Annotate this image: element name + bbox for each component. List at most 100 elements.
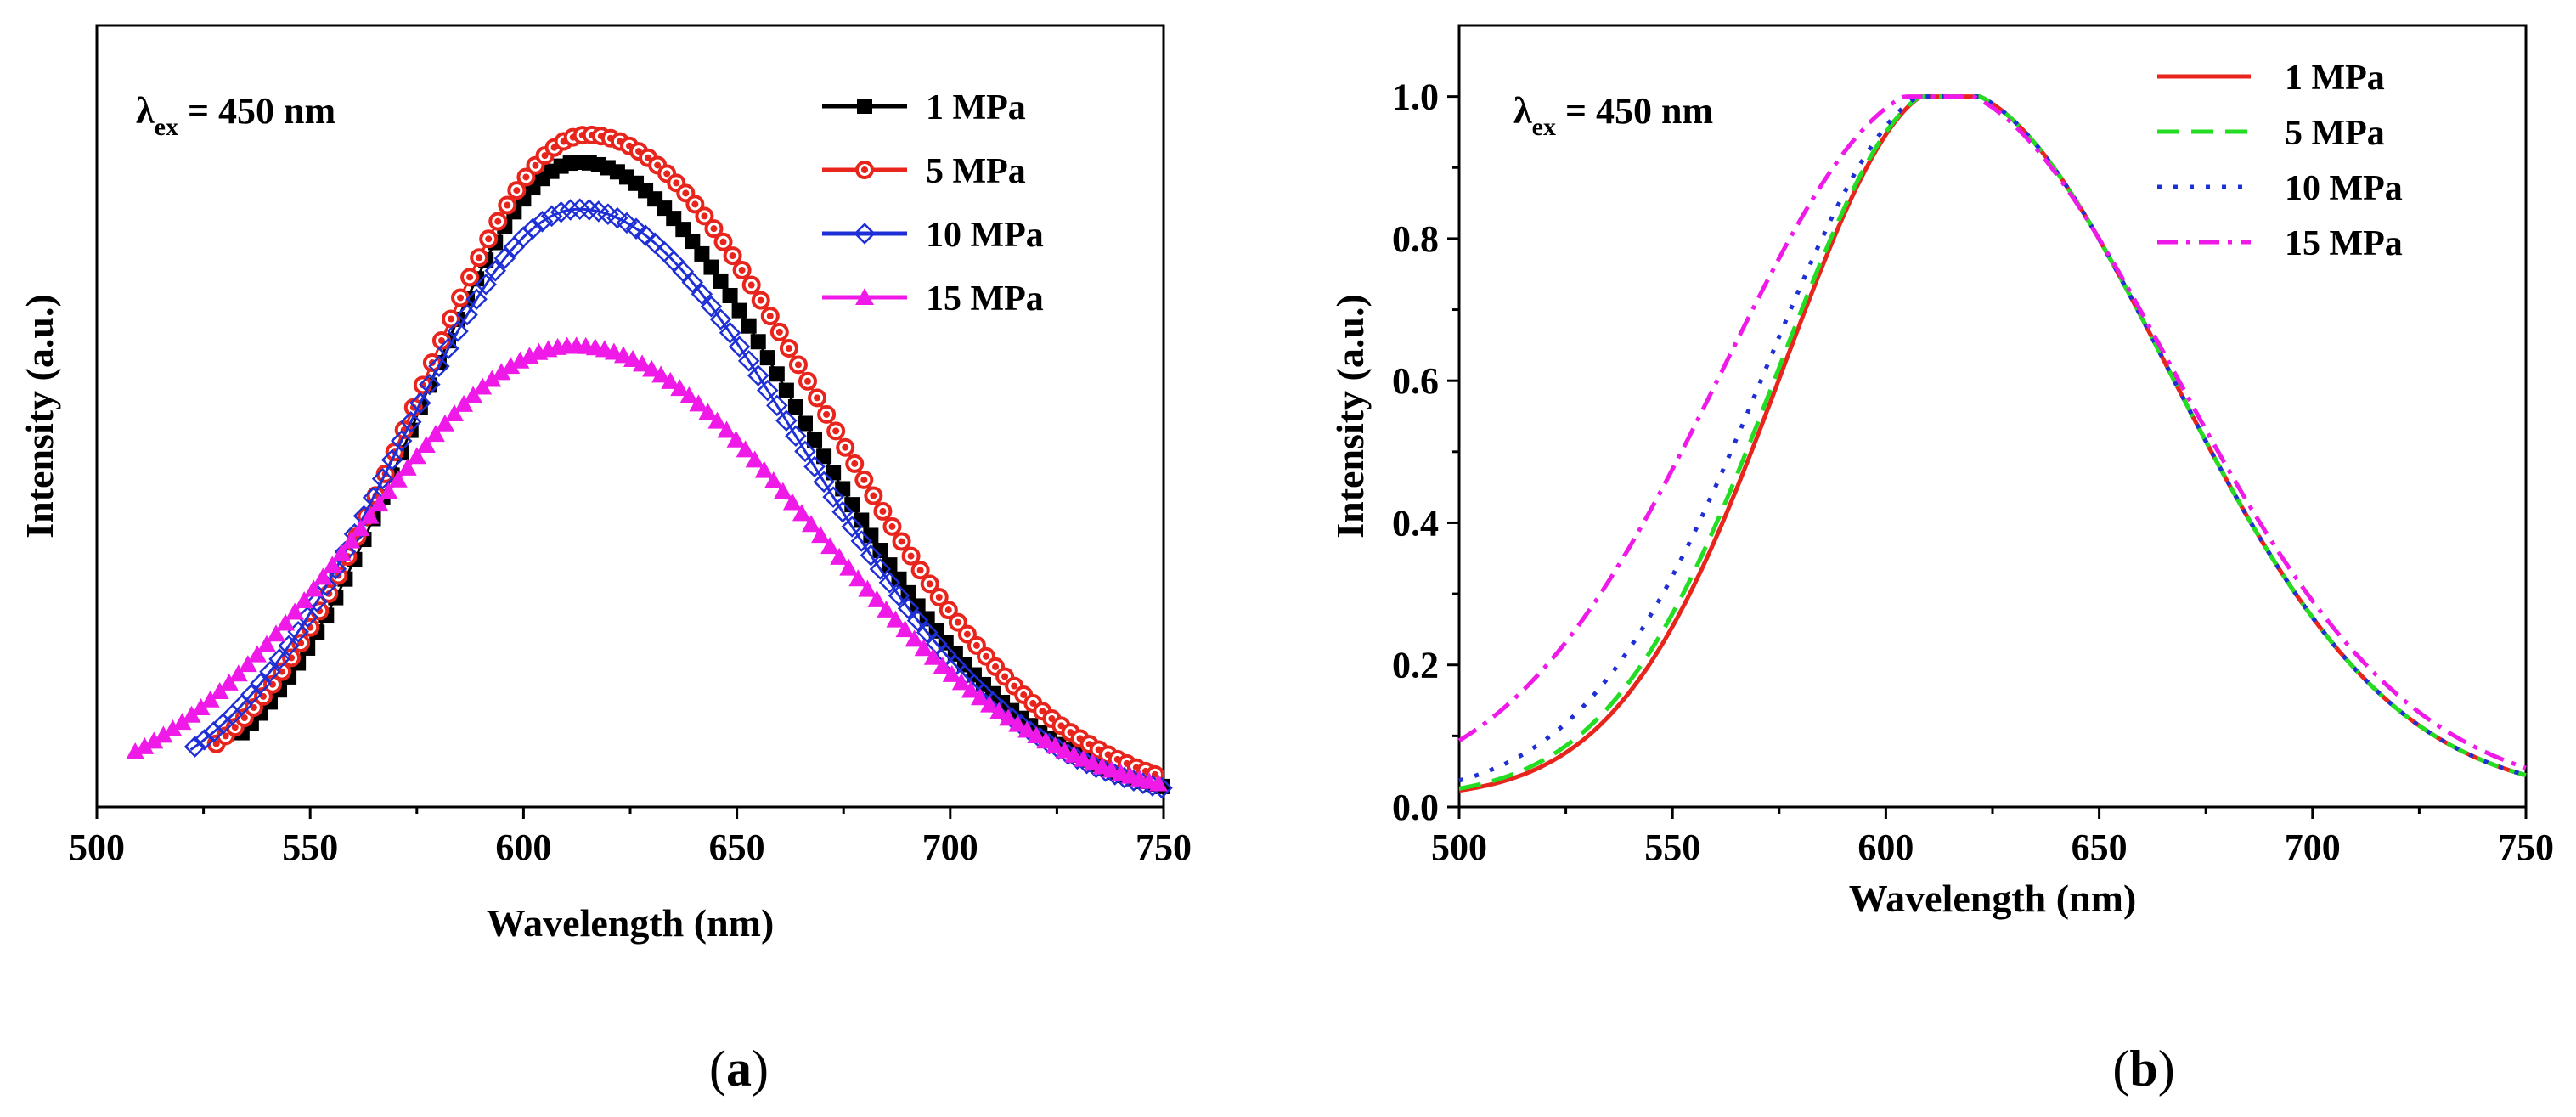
panel-a-point xyxy=(797,415,813,432)
panel-a-point xyxy=(923,647,943,665)
panel-b-series xyxy=(1457,94,2527,793)
panel-a-point xyxy=(154,725,173,743)
panel-a-point xyxy=(250,672,272,695)
panel-b-axis-ticks: 500 550 600 650 700 750 0.0 0.2 0.4 0.6 0.8 1.0 xyxy=(1392,76,2554,868)
panel-b-legend-item: 1 MPa xyxy=(2157,59,2385,98)
panel-a-point xyxy=(1055,741,1074,759)
panel-a-point xyxy=(728,336,751,358)
panel-b-y-tick-label: 0.2 xyxy=(1392,645,1439,686)
panel-a-point xyxy=(863,527,879,544)
panel-a-point xyxy=(426,425,445,443)
panel-a-point xyxy=(848,569,868,587)
panel-a-point xyxy=(379,482,398,499)
panel-a-point xyxy=(240,683,262,706)
panel-a-legend-marker-dot xyxy=(861,166,868,173)
panel-a-point xyxy=(351,519,370,537)
panel-a-point-dot xyxy=(832,427,840,435)
panel-a-point xyxy=(606,206,628,229)
panel-a-point xyxy=(634,224,657,246)
panel-a-point xyxy=(839,558,859,576)
panel-a-point-dot xyxy=(222,732,229,740)
panel-a-point xyxy=(388,470,408,488)
panel-a-point-dot xyxy=(240,714,248,722)
panel-a-point xyxy=(719,322,741,344)
panel-a-point-dot xyxy=(682,189,690,197)
panel-a-excitation-annotation: λex = 450 nm xyxy=(136,90,335,141)
panel-a-point xyxy=(773,482,792,499)
panel-a-point xyxy=(999,708,1018,726)
panel-a-legend-item: 5 MPa xyxy=(822,152,1026,191)
panel-a-point xyxy=(685,234,701,250)
panel-a-point xyxy=(1046,736,1065,754)
panel-a-point xyxy=(397,458,417,476)
panel-a-point xyxy=(872,543,888,559)
panel-a-point xyxy=(126,742,145,759)
panel-a-point-dot xyxy=(916,567,924,574)
panel-a-point xyxy=(616,212,638,234)
panel-a-point-dot xyxy=(719,238,727,245)
panel-a-point xyxy=(905,629,924,647)
panel-a-point xyxy=(919,611,935,627)
panel-a-point xyxy=(703,259,719,275)
panel-a-point xyxy=(182,705,201,723)
panel-a-legend-label: 15 MPa xyxy=(926,279,1044,319)
panel-a-point xyxy=(910,598,926,614)
panel-a-point xyxy=(925,633,948,655)
panel-a-point xyxy=(369,494,389,512)
panel-a-point xyxy=(694,245,710,262)
panel-b-x-tick-label: 650 xyxy=(2072,826,2128,868)
panel-a-point-dot xyxy=(757,296,764,304)
panel-a-point xyxy=(792,504,811,522)
panel-a-series-15-mpa xyxy=(126,336,1168,792)
panel-a-point xyxy=(435,414,454,432)
panel-a-point xyxy=(521,217,544,240)
panel-a-point-dot xyxy=(785,345,792,353)
panel-a-point-dot xyxy=(963,630,971,638)
panel-a-point xyxy=(980,695,1000,713)
panel-a-point xyxy=(642,359,662,377)
panel-a-point-dot xyxy=(775,328,783,336)
panel-a-point xyxy=(296,606,318,629)
panel-a-point xyxy=(933,656,952,674)
panel-a-point xyxy=(700,296,723,318)
panel-a-point-dot xyxy=(851,460,859,467)
panel-a-point xyxy=(278,635,300,657)
panel-a-point xyxy=(722,287,738,303)
panel-a-point xyxy=(822,486,844,508)
panel-a-point xyxy=(482,370,502,387)
panel-a-point xyxy=(802,515,821,533)
panel-a-point xyxy=(531,211,554,233)
panel-a-point-dot xyxy=(673,179,680,187)
panel-a-point xyxy=(428,355,450,377)
panel-b-x-tick-label: 550 xyxy=(1644,826,1700,868)
panel-b-legend-label: 5 MPa xyxy=(2285,114,2385,153)
panel-a-point-dot xyxy=(466,274,474,281)
panel-a-point xyxy=(679,386,699,403)
panel-a-point xyxy=(745,450,764,468)
panel-a-x-tick-label: 500 xyxy=(69,826,125,868)
panel-a-point xyxy=(713,273,729,289)
panel-a-point xyxy=(163,719,183,736)
panel-a-legend-item: 15 MPa xyxy=(822,279,1044,319)
panel-a-point xyxy=(769,366,785,382)
panel-a-point xyxy=(991,699,1013,721)
panel-a-point xyxy=(811,526,831,544)
panel-b-line-15-mpa xyxy=(1457,94,2527,770)
panel-b-line-10-mpa xyxy=(1458,94,2527,783)
panel-a-point xyxy=(183,736,206,758)
panel-a-point-dot xyxy=(954,618,961,626)
panel-a-point xyxy=(891,571,907,587)
panel-a-point-dot xyxy=(522,173,530,181)
panel-a-point xyxy=(191,698,211,716)
panel-a-point-dot xyxy=(1001,673,1009,680)
panel-a-point xyxy=(970,688,989,706)
panel-a-point xyxy=(276,613,296,631)
panel-a-point xyxy=(731,302,747,319)
panel-a-point xyxy=(794,440,816,463)
panel-a-point-dot xyxy=(485,235,493,243)
panel-a-point xyxy=(709,308,732,330)
panel-a-point-dot xyxy=(814,394,821,402)
panel-a-point xyxy=(510,351,530,369)
panel-a-point xyxy=(895,620,915,638)
panel-a-point-dot xyxy=(494,217,502,225)
